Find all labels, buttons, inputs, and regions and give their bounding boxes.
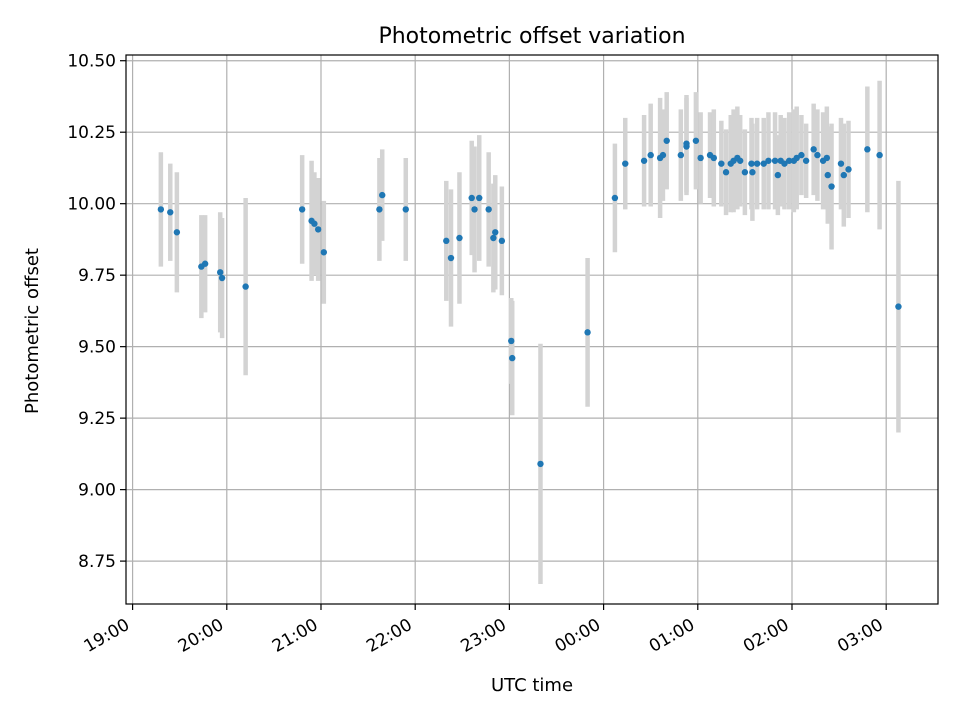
data-point <box>376 206 383 213</box>
data-point <box>736 157 744 164</box>
data-point <box>622 160 629 167</box>
data-point <box>760 160 767 167</box>
data-point <box>663 137 670 144</box>
data-point <box>640 157 648 164</box>
data-point <box>802 157 810 164</box>
data-point <box>798 151 805 159</box>
data-point <box>659 151 667 159</box>
data-point <box>741 169 749 176</box>
x-axis-label: UTC time <box>491 675 573 696</box>
data-point <box>320 249 328 256</box>
data-point <box>753 160 761 167</box>
data-point <box>584 329 591 336</box>
data-point <box>710 154 718 162</box>
grid-lines <box>126 55 938 604</box>
data-point <box>311 220 318 227</box>
data-point <box>771 157 779 164</box>
data-point <box>683 140 690 147</box>
data-point <box>443 237 450 245</box>
data-point <box>485 206 492 213</box>
y-axis-label: Photometric offset <box>22 248 43 414</box>
data-point <box>810 146 817 153</box>
data-points <box>157 137 902 468</box>
data-point <box>814 151 821 159</box>
data-point <box>492 229 499 236</box>
data-point <box>498 237 506 245</box>
data-point <box>167 209 174 216</box>
data-point <box>864 146 871 153</box>
y-tick-label: 9.50 <box>78 338 116 358</box>
data-point <box>157 206 165 213</box>
data-point <box>845 166 852 173</box>
data-point <box>242 283 249 290</box>
data-point <box>824 171 831 179</box>
y-tick-label: 9.75 <box>78 266 116 286</box>
y-tick-label: 8.75 <box>78 552 116 572</box>
data-point <box>456 234 463 242</box>
y-tick-label: 10.25 <box>67 123 116 143</box>
data-point <box>468 194 475 202</box>
axes-frame <box>125 54 939 605</box>
data-point <box>748 160 755 167</box>
data-point <box>490 234 497 242</box>
data-point <box>537 460 544 468</box>
y-tick-label: 10.50 <box>67 52 116 72</box>
data-point <box>647 151 654 159</box>
data-point <box>476 194 483 202</box>
data-point <box>379 191 386 199</box>
y-tick-label: 9.00 <box>78 481 116 501</box>
data-point <box>611 194 619 202</box>
data-point <box>749 169 756 176</box>
data-point <box>218 274 226 282</box>
y-axis-ticks: 8.75 9.00 9.25 9.50 9.75 10.00 10.25 10.50 <box>67 52 126 572</box>
data-point <box>697 154 704 162</box>
data-point <box>895 303 902 310</box>
data-point <box>793 154 800 162</box>
data-point <box>402 206 409 213</box>
data-point <box>173 229 181 236</box>
data-point <box>837 160 845 167</box>
data-point <box>828 183 835 190</box>
data-point <box>692 137 700 144</box>
data-point <box>774 171 782 179</box>
y-tick-label: 10.00 <box>67 195 116 215</box>
data-point <box>677 151 685 159</box>
data-point <box>840 171 848 179</box>
data-point <box>765 157 772 164</box>
chart-title: Photometric offset variation <box>378 24 685 49</box>
data-point <box>509 354 516 362</box>
data-point <box>298 206 306 213</box>
y-tick-label: 9.25 <box>78 409 116 429</box>
data-point <box>781 160 788 167</box>
data-point <box>876 151 883 159</box>
data-point <box>314 226 322 233</box>
data-point <box>216 269 224 276</box>
data-point <box>508 337 515 345</box>
data-point <box>718 160 725 167</box>
data-point <box>201 260 209 267</box>
data-point <box>447 254 455 262</box>
data-point <box>722 169 730 176</box>
data-point <box>471 206 478 213</box>
data-point <box>823 154 831 162</box>
data-point <box>785 157 793 164</box>
